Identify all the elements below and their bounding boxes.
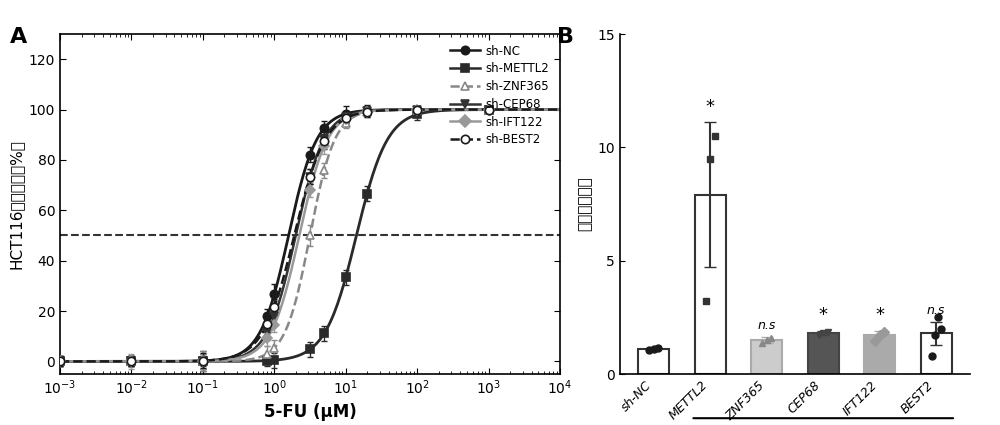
Bar	[921, 333, 952, 374]
Text: B: B	[557, 27, 574, 47]
Y-axis label: 相对耐药指数: 相对耐药指数	[577, 177, 592, 231]
Text: *: *	[819, 306, 828, 324]
Bar	[808, 333, 839, 374]
Y-axis label: HCT116细胞活力（%）: HCT116细胞活力（%）	[8, 139, 23, 269]
Text: n.s: n.s	[758, 319, 776, 332]
Bar	[695, 195, 726, 374]
X-axis label: 5-FU (μM): 5-FU (μM)	[264, 403, 356, 421]
Text: *: *	[875, 306, 884, 324]
Bar	[638, 349, 669, 374]
Bar	[751, 340, 782, 374]
Legend: sh-NC, sh-METTL2, sh-ZNF365, sh-CEP68, sh-IFT122, sh-BEST2: sh-NC, sh-METTL2, sh-ZNF365, sh-CEP68, s…	[445, 40, 554, 151]
Text: A: A	[10, 27, 27, 47]
Bar	[864, 335, 895, 374]
Text: *: *	[706, 98, 715, 116]
Text: n.s: n.s	[927, 304, 945, 317]
